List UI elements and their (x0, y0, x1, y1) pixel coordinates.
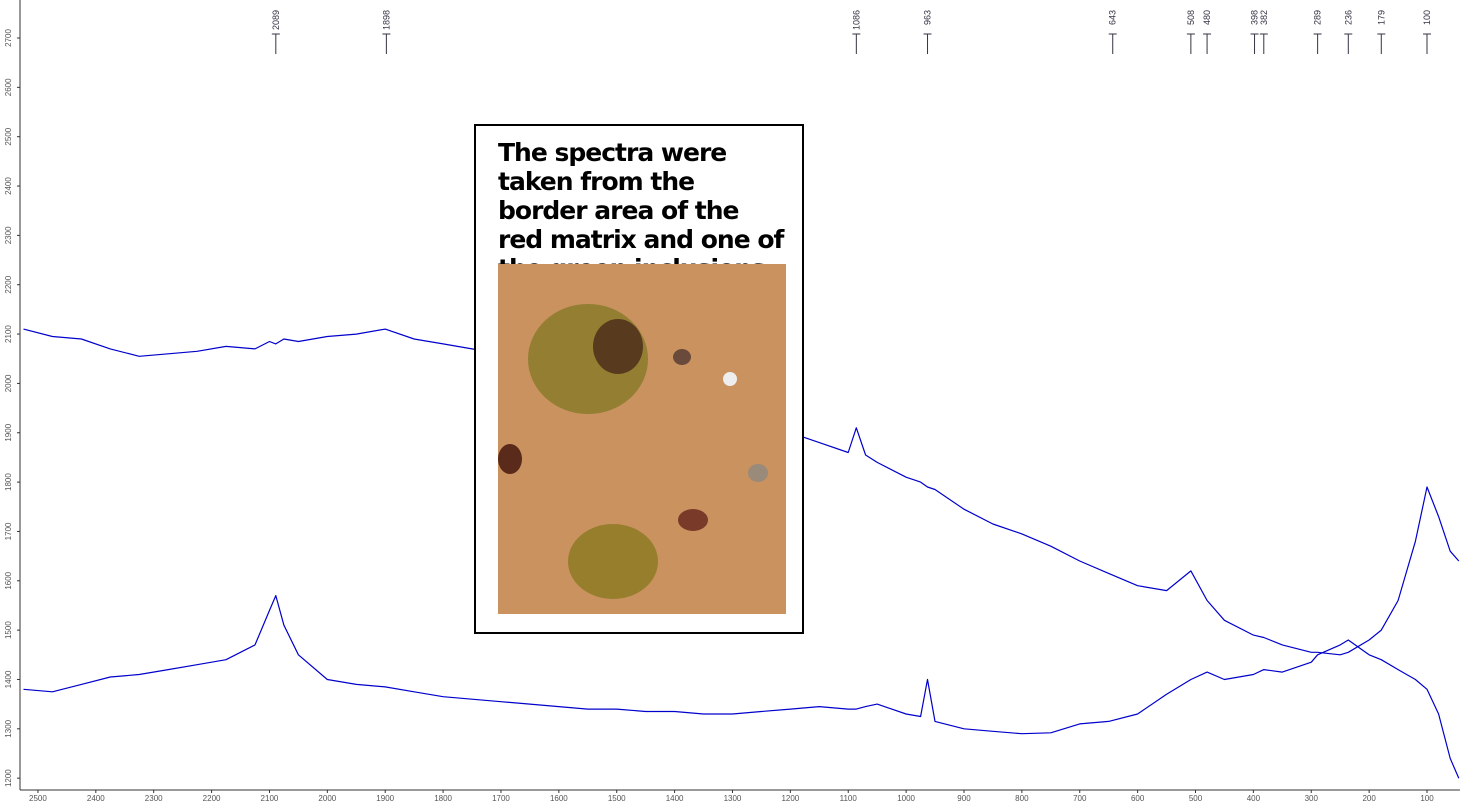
x-tick-label: 800 (1015, 794, 1029, 803)
y-tick-label: 2000 (4, 374, 13, 392)
x-tick-label: 1100 (840, 794, 858, 803)
x-tick-label: 2500 (29, 794, 47, 803)
y-tick-label: 1900 (4, 423, 13, 441)
y-tick-label: 2200 (4, 275, 13, 293)
x-tick-label: 2000 (318, 794, 336, 803)
x-tick-label: 1500 (608, 794, 626, 803)
peak-label: 1898 (381, 10, 391, 30)
sample-photo (498, 264, 786, 614)
x-tick-label: 1000 (897, 794, 915, 803)
y-tick-label: 2600 (4, 78, 13, 96)
x-tick-label: 1900 (376, 794, 394, 803)
y-tick-label: 2100 (4, 325, 13, 343)
x-tick-label: 2300 (145, 794, 163, 803)
x-tick-label: 1600 (550, 794, 568, 803)
y-tick-label: 1300 (4, 719, 13, 737)
y-tick-label: 2300 (4, 226, 13, 244)
x-tick-label: 1200 (781, 794, 799, 803)
x-tick-label: 100 (1420, 794, 1434, 803)
peak-label: 963 (923, 10, 933, 25)
peak-label: 508 (1186, 10, 1196, 25)
peak-label: 2089 (271, 10, 281, 30)
peak-label: 100 (1422, 10, 1432, 25)
peak-label: 643 (1108, 10, 1118, 25)
peak-label: 1086 (851, 10, 861, 30)
annotation: The spectra were taken from the border a… (498, 138, 784, 264)
y-tick-label: 1400 (4, 670, 13, 688)
x-tick-label: 2200 (203, 794, 221, 803)
peak-label: 480 (1202, 10, 1212, 25)
x-tick-label: 600 (1131, 794, 1145, 803)
spectrum-line (23, 595, 1460, 779)
y-tick-label: 1600 (4, 571, 13, 589)
x-tick-label: 900 (957, 794, 971, 803)
y-tick-label: 1700 (4, 522, 13, 540)
y-tick-label: 2500 (4, 127, 13, 145)
x-tick-label: 2400 (87, 794, 105, 803)
x-tick-label: 200 (1362, 794, 1376, 803)
x-tick-label: 400 (1247, 794, 1261, 803)
annotation-box: The spectra were taken from the border a… (474, 124, 804, 634)
x-tick-label: 1700 (492, 794, 510, 803)
x-tick-label: 1300 (724, 794, 742, 803)
peak-label: 398 (1250, 10, 1260, 25)
x-tick-label: 1800 (434, 794, 452, 803)
peak-label: 179 (1376, 10, 1386, 25)
x-tick-label: 700 (1073, 794, 1087, 803)
y-tick-label: 2400 (4, 177, 13, 195)
peak-label: 289 (1313, 10, 1323, 25)
peak-label: 236 (1343, 10, 1353, 25)
y-tick-label: 1200 (4, 769, 13, 787)
x-tick-label: 300 (1305, 794, 1319, 803)
y-tick-label: 1500 (4, 621, 13, 639)
x-tick-label: 500 (1189, 794, 1203, 803)
x-tick-label: 2100 (261, 794, 279, 803)
y-tick-label: 1800 (4, 473, 13, 491)
x-tick-label: 1400 (666, 794, 684, 803)
y-tick-label: 2700 (4, 29, 13, 47)
peak-label: 382 (1259, 10, 1269, 25)
spectrum-line (23, 328, 1460, 656)
